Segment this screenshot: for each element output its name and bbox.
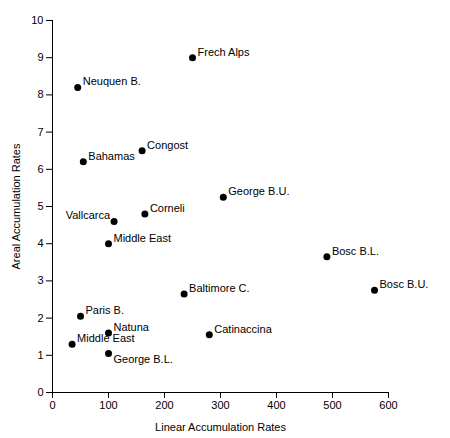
svg-text:5: 5: [37, 200, 43, 212]
svg-text:Paris B.: Paris B.: [86, 304, 125, 316]
svg-text:Frech Alps: Frech Alps: [198, 46, 250, 58]
svg-text:Bosc B.U.: Bosc B.U.: [380, 278, 429, 290]
svg-text:George B.L.: George B.L.: [114, 353, 173, 365]
svg-text:Linear Accumulation Rates: Linear Accumulation Rates: [155, 421, 286, 433]
svg-text:Neuquen B.: Neuquen B.: [83, 75, 141, 87]
svg-text:100: 100: [99, 399, 117, 411]
svg-text:300: 300: [211, 399, 229, 411]
svg-text:Congost: Congost: [147, 139, 188, 151]
svg-text:600: 600: [379, 399, 397, 411]
svg-text:4: 4: [37, 237, 43, 249]
svg-text:Middle East: Middle East: [114, 232, 171, 244]
svg-text:2: 2: [37, 312, 43, 324]
svg-text:500: 500: [323, 399, 341, 411]
svg-text:0: 0: [37, 386, 43, 398]
svg-text:1: 1: [37, 349, 43, 361]
svg-text:Vallcarca: Vallcarca: [66, 209, 111, 221]
svg-text:400: 400: [267, 399, 285, 411]
svg-text:8: 8: [37, 88, 43, 100]
svg-text:0: 0: [49, 399, 55, 411]
svg-text:Bosc B.L.: Bosc B.L.: [332, 245, 379, 257]
svg-text:Middle East: Middle East: [77, 332, 134, 344]
svg-text:9: 9: [37, 51, 43, 63]
svg-text:7: 7: [37, 126, 43, 138]
svg-text:George B.U.: George B.U.: [228, 185, 289, 197]
svg-text:Natuna: Natuna: [113, 321, 149, 333]
svg-text:Catinaccina: Catinaccina: [214, 323, 272, 335]
svg-text:Bahamas: Bahamas: [88, 150, 135, 162]
svg-text:Areal Accumulation Rates: Areal Accumulation Rates: [10, 143, 22, 269]
svg-text:Corneli: Corneli: [150, 202, 185, 214]
svg-text:6: 6: [37, 163, 43, 175]
svg-text:3: 3: [37, 274, 43, 286]
svg-text:Baltimore C.: Baltimore C.: [189, 282, 250, 294]
svg-text:10: 10: [31, 14, 43, 26]
svg-text:200: 200: [155, 399, 173, 411]
